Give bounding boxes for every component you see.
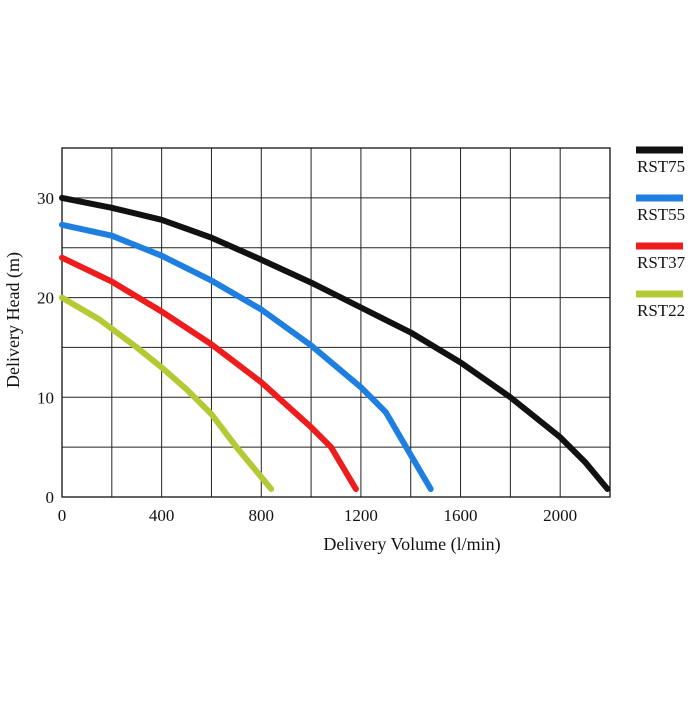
x-axis-title: Delivery Volume (l/min) (323, 534, 500, 555)
y-tick-label: 30 (37, 189, 54, 208)
legend-label-rst22: RST22 (637, 301, 685, 320)
legend: RST75 RST55 RST37 RST22 (636, 146, 686, 320)
series-line-rst75 (59, 194, 611, 492)
legend-label-rst55: RST55 (637, 205, 685, 224)
x-tick-label: 400 (149, 506, 175, 525)
plot-frame (61, 147, 611, 498)
y-tick-label: 0 (46, 488, 55, 507)
legend-label-rst37: RST37 (637, 253, 686, 272)
grid (61, 147, 611, 498)
series-line-rst37 (59, 254, 359, 492)
x-tick-label: 0 (58, 506, 67, 525)
x-tick-label: 800 (249, 506, 275, 525)
legend-label-rst75: RST75 (637, 157, 685, 176)
x-tick-label: 1200 (344, 506, 378, 525)
y-tick-label: 10 (37, 388, 54, 407)
y-axis-title: Delivery Head (m) (3, 252, 24, 388)
series-line-rst55 (59, 221, 434, 492)
series-line-rst22 (59, 294, 275, 492)
x-tick-label: 2000 (543, 506, 577, 525)
y-tick-label: 20 (37, 289, 54, 308)
x-tick-label: 1600 (444, 506, 478, 525)
tick-labels: 0 400 800 1200 1600 2000 0 10 20 30 (37, 189, 577, 525)
series-lines (59, 194, 611, 492)
